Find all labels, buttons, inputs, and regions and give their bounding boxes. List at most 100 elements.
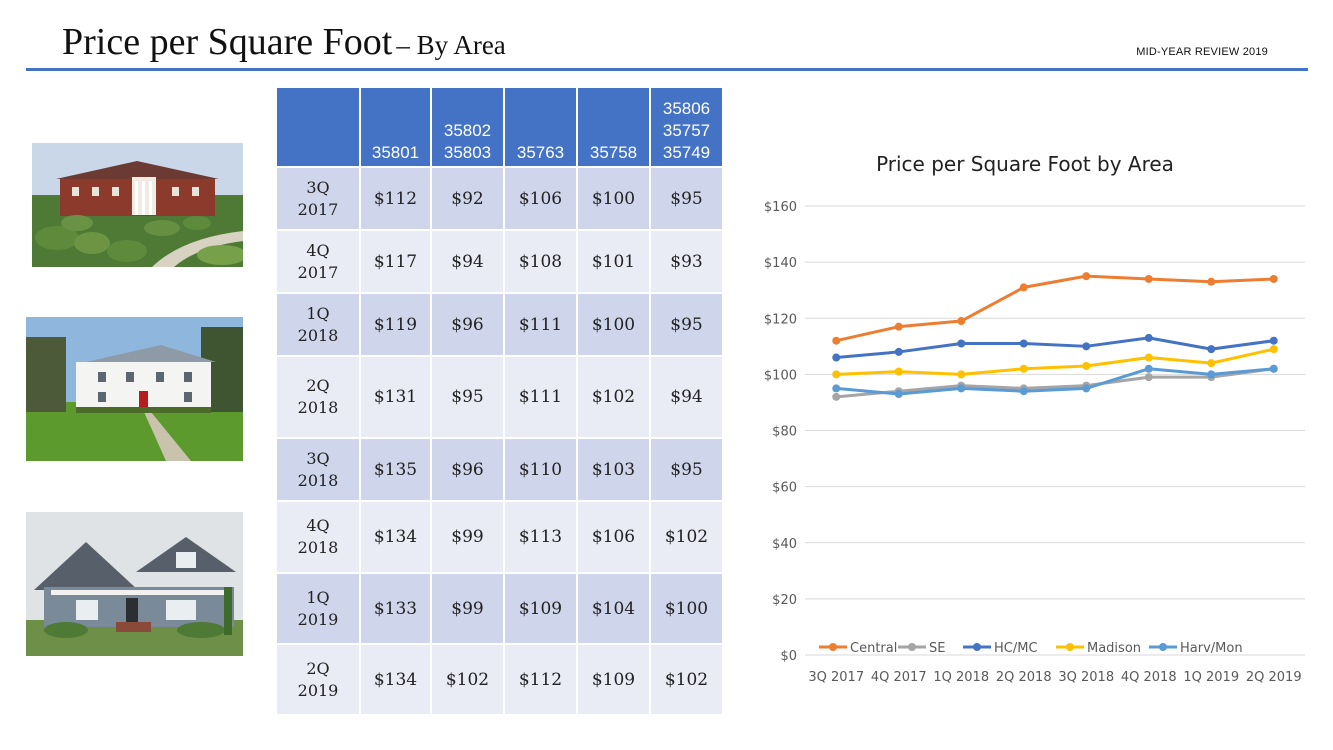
table-row: 3Q 2017 $112 $92 $106 $100 $95 bbox=[277, 168, 722, 229]
quarter-cell: 2Q 2018 bbox=[277, 357, 359, 437]
legend-marker bbox=[973, 643, 981, 651]
data-point bbox=[1207, 359, 1216, 368]
table-row: 2Q 2018 $131 $95 $111 $102 $94 bbox=[277, 357, 722, 437]
price-cell: $102 bbox=[651, 502, 722, 572]
table-header-zip: 35806 35757 35749 bbox=[651, 88, 722, 166]
data-point bbox=[1019, 364, 1028, 373]
price-cell: $103 bbox=[578, 439, 649, 500]
price-cell: $117 bbox=[361, 231, 430, 292]
table-header-zip: 35802 35803 bbox=[432, 88, 503, 166]
y-tick-label: $60 bbox=[772, 481, 797, 496]
data-point bbox=[832, 370, 841, 379]
price-cell: $100 bbox=[578, 294, 649, 355]
price-cell: $133 bbox=[361, 574, 430, 643]
data-point bbox=[1144, 274, 1153, 283]
data-point bbox=[957, 317, 966, 326]
price-cell: $95 bbox=[651, 294, 722, 355]
price-cell: $96 bbox=[432, 294, 503, 355]
table-row: 1Q 2018 $119 $96 $111 $100 $95 bbox=[277, 294, 722, 355]
data-point bbox=[832, 353, 841, 362]
price-cell: $134 bbox=[361, 502, 430, 572]
data-point bbox=[894, 367, 903, 376]
brick-mansion-photo bbox=[32, 143, 243, 267]
quarter-cell: 1Q 2018 bbox=[277, 294, 359, 355]
series-line bbox=[836, 336, 1274, 360]
table-header-zip: 35801 bbox=[361, 88, 430, 166]
data-point bbox=[832, 384, 841, 393]
chart-title: Price per Square Foot by Area bbox=[876, 152, 1174, 176]
quarter-cell: 2Q 2019 bbox=[277, 645, 359, 714]
header-divider bbox=[26, 68, 1308, 71]
price-cell: $131 bbox=[361, 357, 430, 437]
x-tick-label: 3Q 2018 bbox=[1058, 670, 1114, 685]
data-point bbox=[1144, 364, 1153, 373]
data-point bbox=[1269, 336, 1278, 345]
data-point bbox=[1269, 345, 1278, 354]
legend-label: SE bbox=[929, 641, 945, 656]
price-cell: $110 bbox=[505, 439, 576, 500]
quarter-cell: 3Q 2017 bbox=[277, 168, 359, 229]
y-tick-label: $100 bbox=[764, 368, 797, 383]
price-cell: $94 bbox=[432, 231, 503, 292]
data-point bbox=[894, 322, 903, 331]
x-tick-label: 1Q 2018 bbox=[933, 670, 989, 685]
table-row: 4Q 2018 $134 $99 $113 $106 $102 bbox=[277, 502, 722, 572]
price-cell: $93 bbox=[651, 231, 722, 292]
y-tick-label: $140 bbox=[764, 256, 797, 271]
legend-label: HC/MC bbox=[994, 641, 1038, 656]
title-subtitle: – By Area bbox=[396, 30, 506, 60]
price-cell: $109 bbox=[578, 645, 649, 714]
price-cell: $113 bbox=[505, 502, 576, 572]
x-tick-label: 2Q 2018 bbox=[996, 670, 1052, 685]
legend-label: Central bbox=[850, 641, 897, 656]
x-tick-label: 4Q 2018 bbox=[1121, 670, 1177, 685]
quarter-cell: 4Q 2017 bbox=[277, 231, 359, 292]
series-line bbox=[836, 367, 1274, 396]
data-point bbox=[957, 384, 966, 393]
table-header-zip: 35758 bbox=[578, 88, 649, 166]
price-cell: $96 bbox=[432, 439, 503, 500]
data-point bbox=[1144, 353, 1153, 362]
legend-label: Harv/Mon bbox=[1180, 641, 1243, 656]
data-point bbox=[1082, 272, 1091, 281]
price-cell: $102 bbox=[432, 645, 503, 714]
white-colonial-house-photo bbox=[26, 317, 243, 461]
price-cell: $102 bbox=[651, 645, 722, 714]
series-line bbox=[835, 274, 1274, 343]
legend-label: Madison bbox=[1087, 641, 1141, 656]
price-cell: $95 bbox=[651, 168, 722, 229]
price-cell: $94 bbox=[651, 357, 722, 437]
table-header-corner bbox=[277, 88, 359, 166]
table-row: 3Q 2018 $135 $96 $110 $103 $95 bbox=[277, 439, 722, 500]
review-label: MID-YEAR REVIEW 2019 bbox=[1136, 46, 1268, 58]
legend-marker bbox=[908, 643, 916, 651]
series-line bbox=[836, 367, 1274, 399]
page-title: Price per Square Foot – By Area bbox=[62, 20, 506, 64]
table-row: 1Q 2019 $133 $99 $109 $104 $100 bbox=[277, 574, 722, 643]
data-point bbox=[832, 392, 841, 401]
series-line bbox=[836, 347, 1275, 376]
price-cell: $119 bbox=[361, 294, 430, 355]
data-point bbox=[1019, 283, 1028, 292]
data-point bbox=[1207, 370, 1216, 379]
y-tick-label: $80 bbox=[772, 425, 797, 440]
data-point bbox=[1019, 339, 1028, 348]
price-cell: $112 bbox=[361, 168, 430, 229]
data-point bbox=[832, 336, 841, 345]
data-point bbox=[1082, 384, 1091, 393]
y-tick-label: $20 bbox=[772, 593, 797, 608]
price-cell: $108 bbox=[505, 231, 576, 292]
price-table: 35801 35802 35803 35763 35758 35806 3575… bbox=[275, 86, 724, 716]
data-point bbox=[957, 370, 966, 379]
x-tick-label: 4Q 2017 bbox=[871, 670, 927, 685]
data-point bbox=[894, 347, 903, 356]
price-cell: $102 bbox=[578, 357, 649, 437]
quarter-cell: 4Q 2018 bbox=[277, 502, 359, 572]
y-tick-label: $120 bbox=[764, 312, 797, 327]
price-cell: $99 bbox=[432, 502, 503, 572]
table-row: 2Q 2019 $134 $102 $112 $109 $102 bbox=[277, 645, 722, 714]
data-point bbox=[1269, 274, 1278, 283]
data-point bbox=[1144, 373, 1153, 382]
x-tick-label: 1Q 2019 bbox=[1183, 670, 1239, 685]
data-point bbox=[1144, 333, 1153, 342]
